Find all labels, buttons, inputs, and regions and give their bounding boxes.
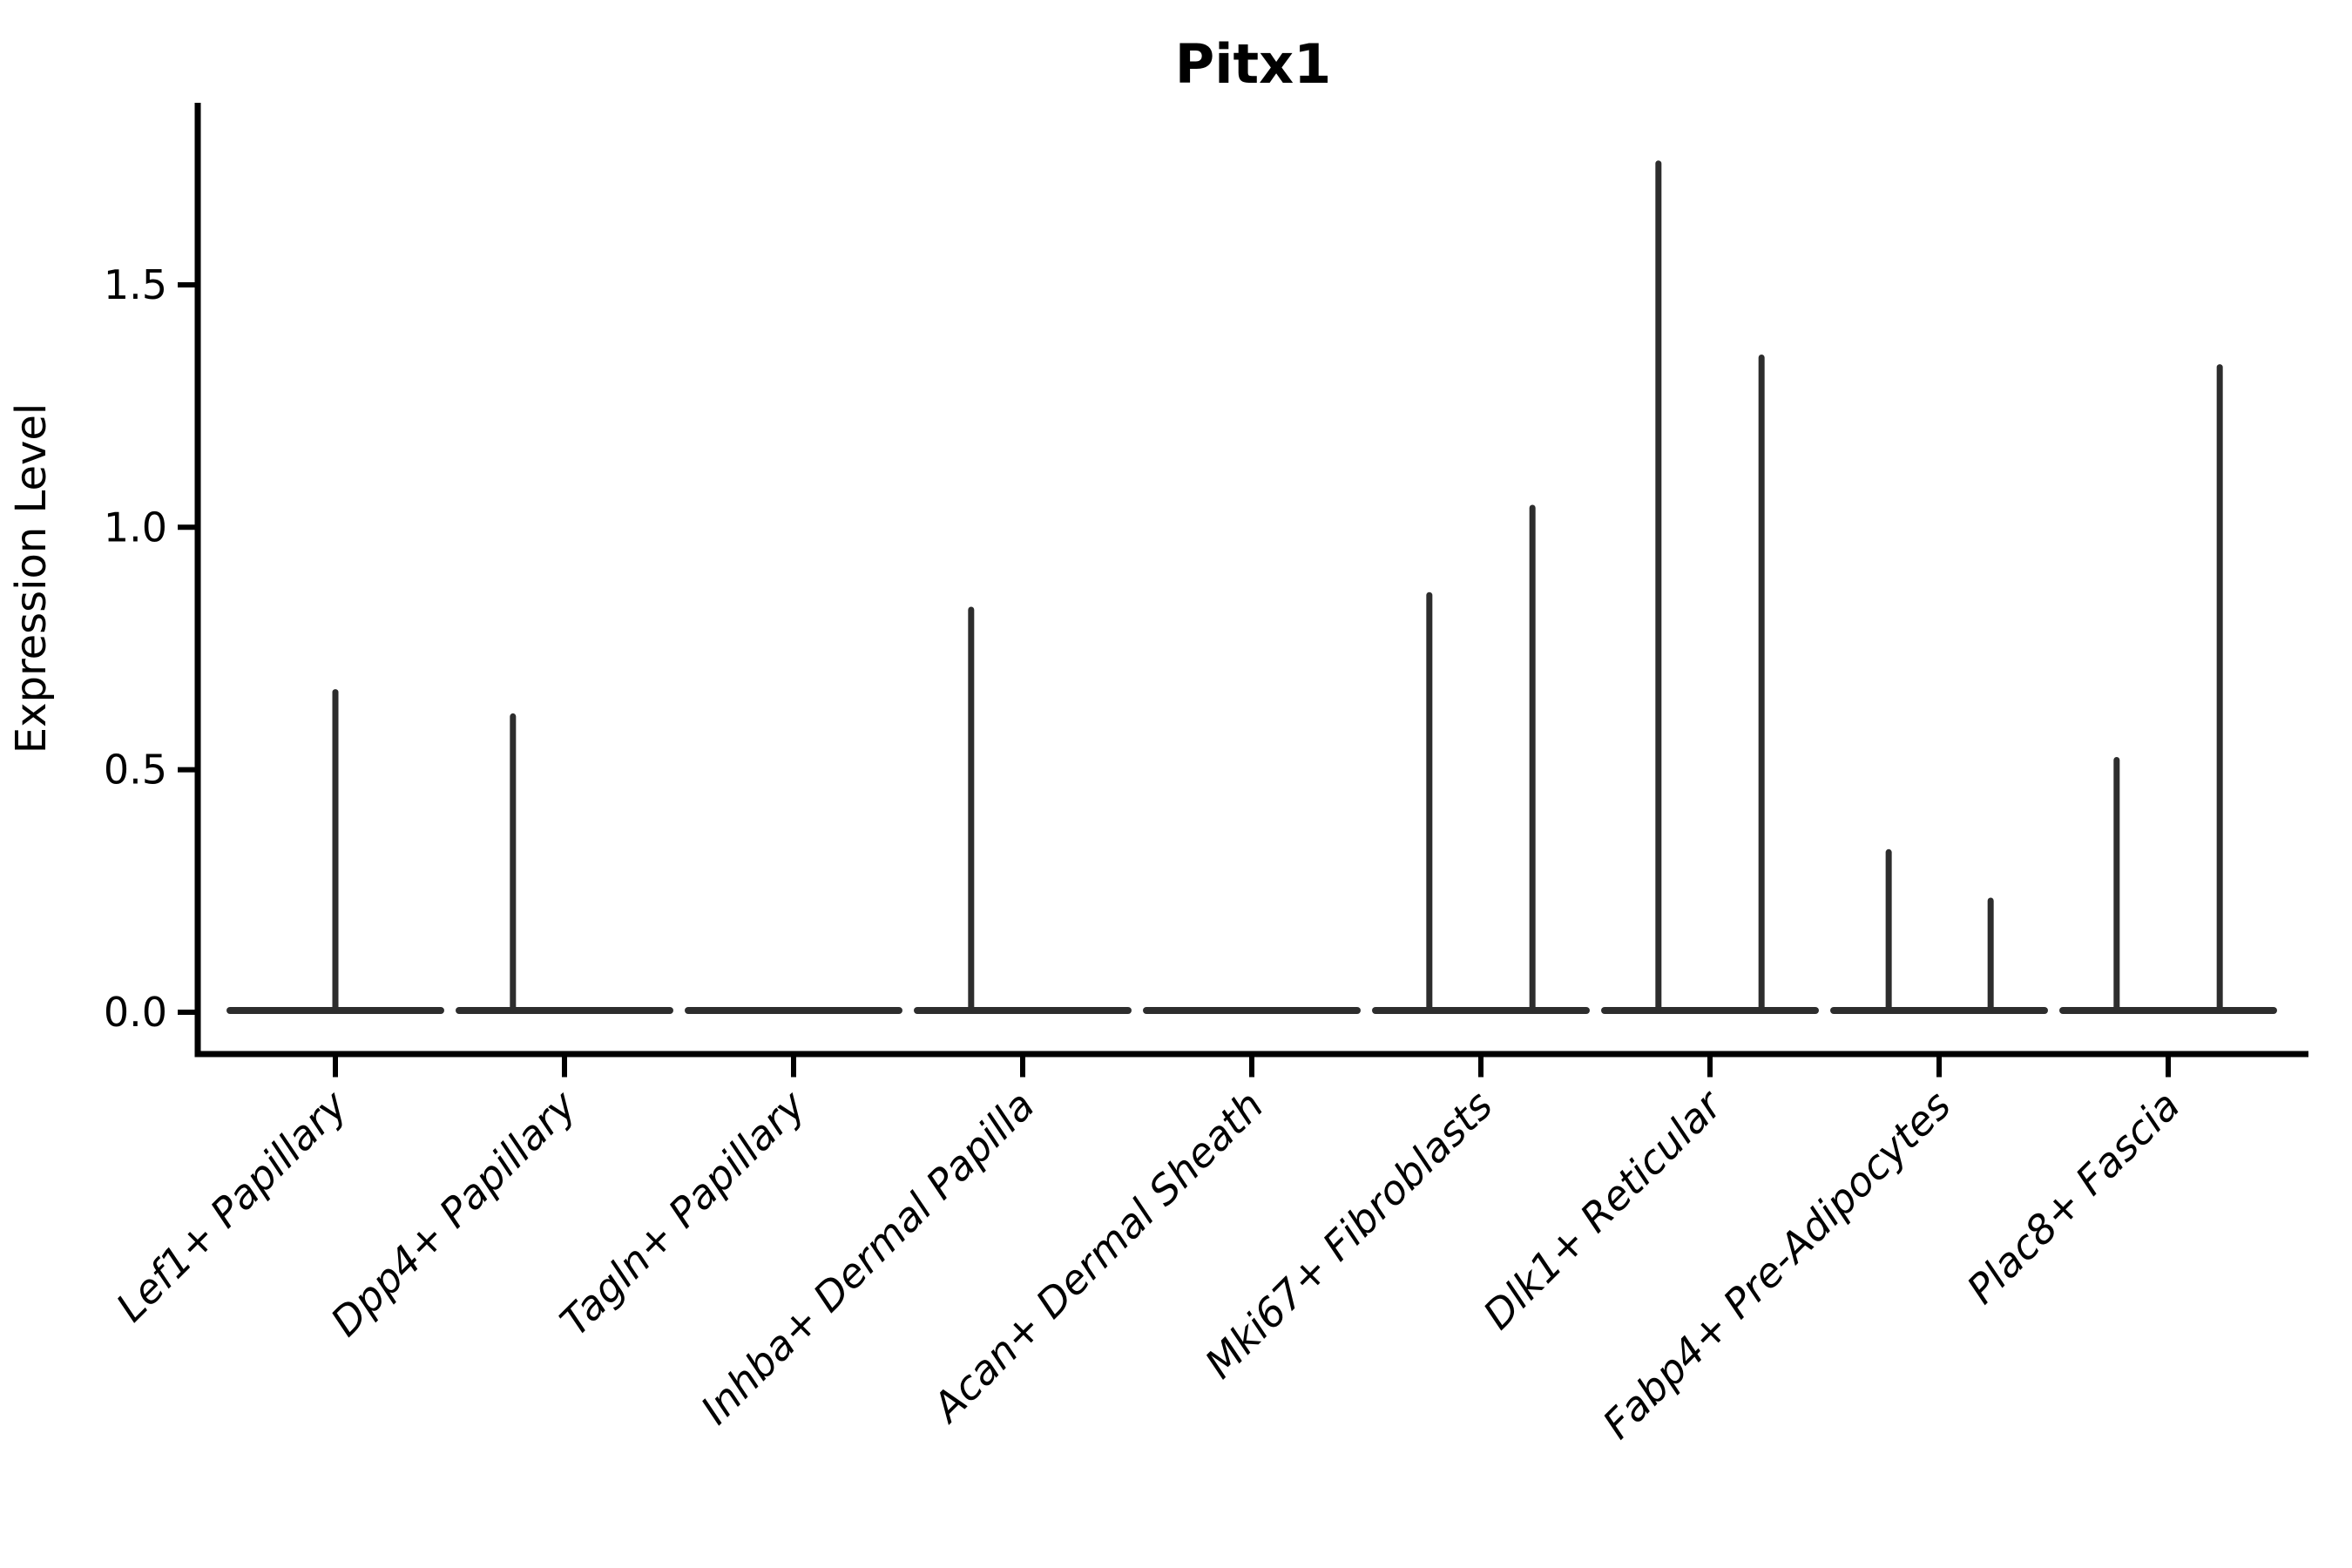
x-tick-label: Lef1+ Papillary bbox=[107, 1081, 356, 1330]
y-tick-label: 0.5 bbox=[104, 747, 167, 794]
x-tick-label: Tagln+ Papillary bbox=[551, 1081, 814, 1345]
chart-title: Pitx1 bbox=[1175, 32, 1331, 96]
y-axis-label: Expression Level bbox=[7, 403, 56, 754]
y-tick-label: 1.5 bbox=[104, 261, 167, 308]
y-tick-label: 1.0 bbox=[104, 504, 167, 551]
y-tick-label: 0.0 bbox=[104, 989, 167, 1036]
x-tick-label: Plac8+ Fascia bbox=[1957, 1082, 2188, 1313]
x-tick-label: Dpp4+ Papillary bbox=[321, 1081, 585, 1345]
x-tick-label: Dlk1+ Reticular bbox=[1474, 1079, 1733, 1338]
